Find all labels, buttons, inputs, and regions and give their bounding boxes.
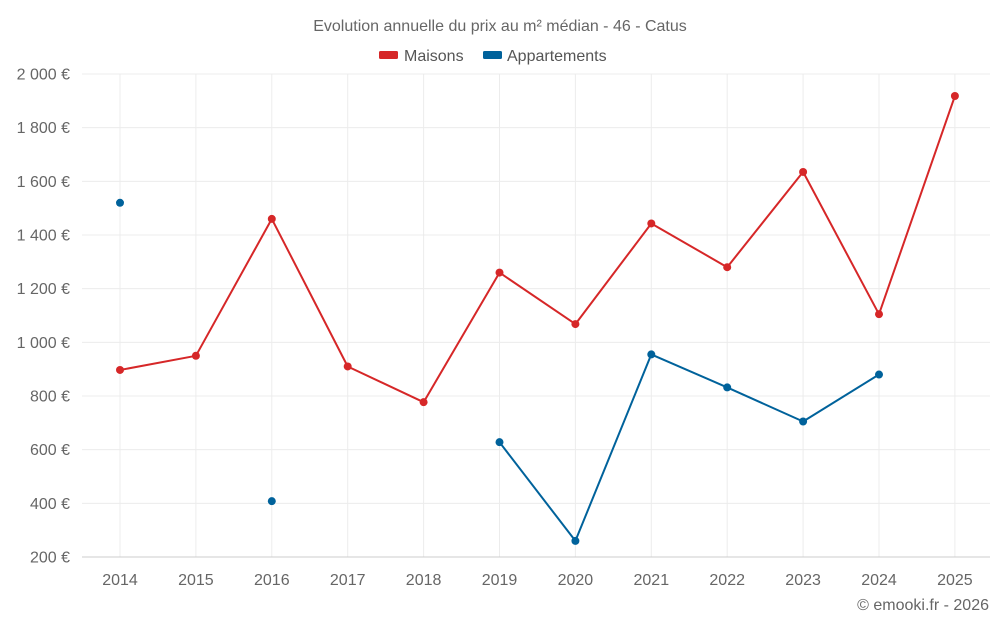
- y-tick-label: 400 €: [30, 496, 70, 513]
- y-tick-label: 2 000 €: [17, 67, 70, 84]
- legend-item-appartements[interactable]: Appartements: [483, 48, 607, 65]
- data-point-maisons[interactable]: [116, 365, 124, 374]
- credit-text: © emooki.fr - 2026: [857, 597, 989, 614]
- data-point-appartements[interactable]: [723, 383, 732, 392]
- x-tick-label: 2016: [254, 572, 290, 589]
- legend: Maisons Appartements: [379, 48, 607, 65]
- data-point-maisons[interactable]: [799, 167, 808, 176]
- x-tick-label: 2021: [634, 572, 670, 589]
- data-point-maisons[interactable]: [647, 219, 656, 228]
- x-tick-label: 2014: [102, 572, 138, 589]
- chart-title: Evolution annuelle du prix au m² médian …: [313, 18, 687, 35]
- data-point-maisons[interactable]: [571, 320, 580, 329]
- data-point-appartements[interactable]: [267, 497, 276, 506]
- data-point-maisons[interactable]: [495, 268, 504, 277]
- legend-label: Maisons: [404, 48, 464, 65]
- x-tick-label: 2024: [861, 572, 897, 589]
- series-maisons: [116, 92, 959, 407]
- axes: 200 € 400 € 600 € 800 € 1 000 € 1 200 € 1 400 …: [17, 67, 990, 589]
- data-point-appartements[interactable]: [116, 198, 124, 207]
- data-point-maisons[interactable]: [419, 398, 428, 407]
- series-layer: [116, 92, 959, 545]
- data-point-maisons[interactable]: [267, 214, 276, 223]
- x-tick-label: 2025: [937, 572, 973, 589]
- data-point-maisons[interactable]: [723, 263, 732, 272]
- y-tick-label: 1 000 €: [17, 335, 70, 352]
- data-point-maisons[interactable]: [191, 351, 200, 360]
- data-point-appartements[interactable]: [799, 417, 808, 426]
- data-point-maisons[interactable]: [875, 310, 883, 319]
- x-tick-label: 2015: [178, 572, 214, 589]
- y-tick-label: 200 €: [30, 550, 70, 567]
- series-line-appartements: [498, 353, 880, 542]
- data-point-appartements[interactable]: [571, 536, 580, 545]
- data-point-maisons[interactable]: [950, 92, 959, 101]
- data-point-appartements[interactable]: [875, 370, 883, 379]
- legend-item-maisons[interactable]: Maisons: [379, 48, 464, 65]
- x-tick-label: 2019: [482, 572, 518, 589]
- data-point-appartements[interactable]: [495, 438, 504, 447]
- y-tick-label: 1 600 €: [17, 174, 70, 191]
- y-tick-label: 600 €: [30, 442, 70, 459]
- legend-label: Appartements: [507, 48, 607, 65]
- x-tick-label: 2020: [558, 572, 594, 589]
- y-tick-label: 1 200 €: [17, 281, 70, 298]
- data-point-appartements[interactable]: [647, 350, 656, 359]
- x-tick-label: 2023: [785, 572, 821, 589]
- x-tick-label: 2017: [330, 572, 366, 589]
- data-point-maisons[interactable]: [343, 362, 352, 371]
- y-tick-label: 800 €: [30, 389, 70, 406]
- y-tick-label: 1 800 €: [17, 120, 70, 137]
- x-tick-label: 2022: [709, 572, 745, 589]
- legend-swatch: [483, 51, 502, 59]
- series-line-maisons: [119, 95, 956, 404]
- y-tick-label: 1 400 €: [17, 228, 70, 245]
- series-appartements: [116, 198, 883, 545]
- x-tick-label: 2018: [406, 572, 442, 589]
- legend-swatch: [379, 51, 398, 59]
